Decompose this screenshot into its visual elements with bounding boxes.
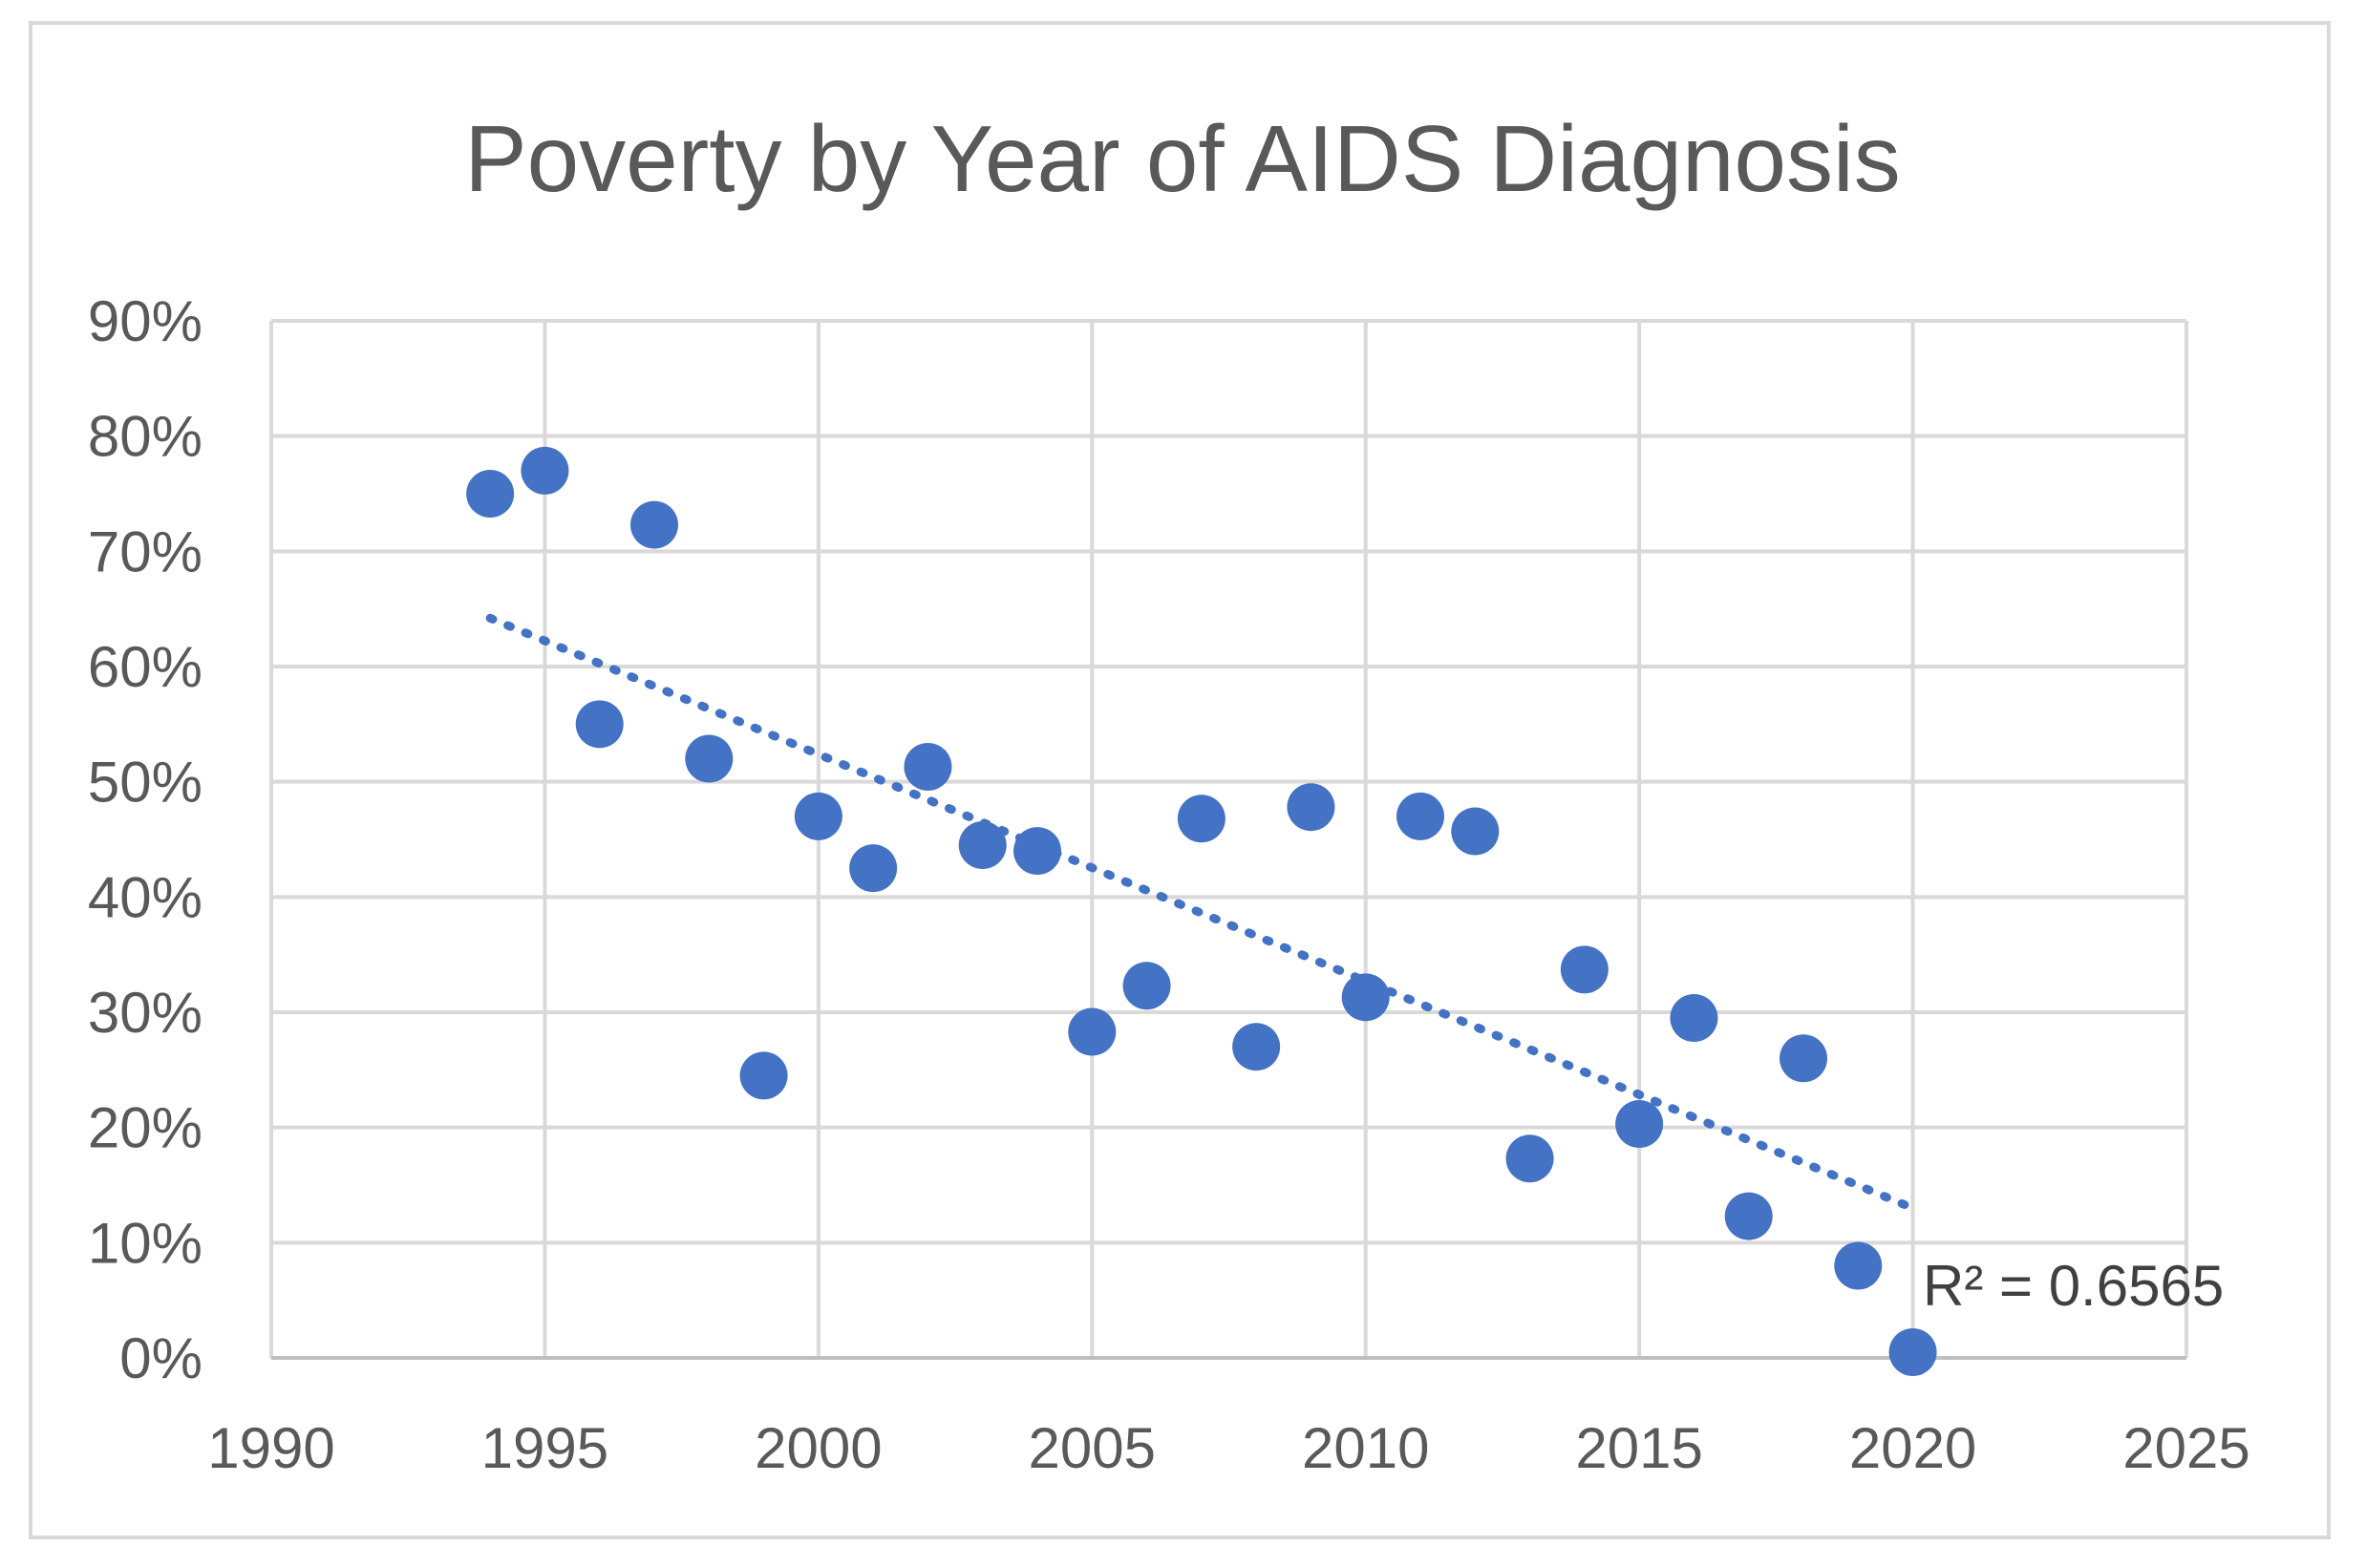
y-tick-label: 30% [88, 981, 202, 1045]
data-point [1780, 1034, 1827, 1083]
x-tick-label: 2010 [1302, 1416, 1429, 1480]
data-point [1888, 1327, 1937, 1376]
y-tick-label: 10% [88, 1211, 202, 1275]
data-point [1068, 1007, 1117, 1056]
data-point [575, 700, 624, 749]
data-point [1177, 795, 1226, 843]
y-tick-label: 60% [88, 635, 202, 699]
x-tick-label: 1995 [481, 1416, 608, 1480]
data-point [1232, 1023, 1281, 1071]
chart-title: Poverty by Year of AIDS Diagnosis [464, 106, 1901, 211]
data-points [466, 446, 1937, 1376]
gridlines [269, 319, 2188, 1358]
data-point [1341, 973, 1390, 1022]
y-tick-label: 90% [88, 289, 202, 353]
y-tick-label: 50% [88, 751, 202, 815]
data-point [1615, 1100, 1664, 1149]
data-point [1560, 945, 1609, 994]
trendline [485, 613, 1918, 1213]
data-point [685, 734, 734, 783]
y-tick-label: 40% [88, 865, 202, 929]
y-axis-tick-labels: 0% 10% 20% 30% 40% 50% 60% 70% 80% 90% [88, 289, 202, 1390]
x-tick-label: 2005 [1029, 1416, 1156, 1480]
x-axis-tick-labels: 1990 1995 2000 2005 2010 2015 2020 2025 [207, 1416, 2249, 1480]
y-tick-label: 70% [88, 519, 202, 583]
r-squared-label: R² = 0.6565 [1923, 1254, 2224, 1318]
data-point [1451, 807, 1500, 856]
data-point [466, 470, 515, 518]
y-tick-label: 20% [88, 1096, 202, 1160]
data-point [1122, 962, 1171, 1010]
data-point [904, 742, 952, 791]
y-tick-label: 0% [119, 1326, 202, 1390]
data-point [1396, 792, 1444, 840]
data-point [739, 1051, 788, 1100]
data-point [1834, 1241, 1883, 1290]
x-tick-label: 2020 [1849, 1416, 1976, 1480]
data-point [1724, 1192, 1773, 1240]
x-tick-label: 2025 [2122, 1416, 2249, 1480]
y-tick-label: 80% [88, 405, 202, 469]
data-point [794, 792, 842, 840]
data-point [1013, 827, 1061, 876]
data-point [958, 821, 1007, 870]
data-point [1505, 1134, 1554, 1183]
data-point [1670, 994, 1718, 1043]
trendline-group [485, 613, 1918, 1213]
data-point [521, 446, 569, 495]
data-point [630, 500, 678, 549]
x-tick-label: 2015 [1575, 1416, 1702, 1480]
data-point [849, 844, 898, 893]
data-point [1287, 783, 1335, 832]
x-tick-label: 1990 [207, 1416, 334, 1480]
x-tick-label: 2000 [755, 1416, 882, 1480]
